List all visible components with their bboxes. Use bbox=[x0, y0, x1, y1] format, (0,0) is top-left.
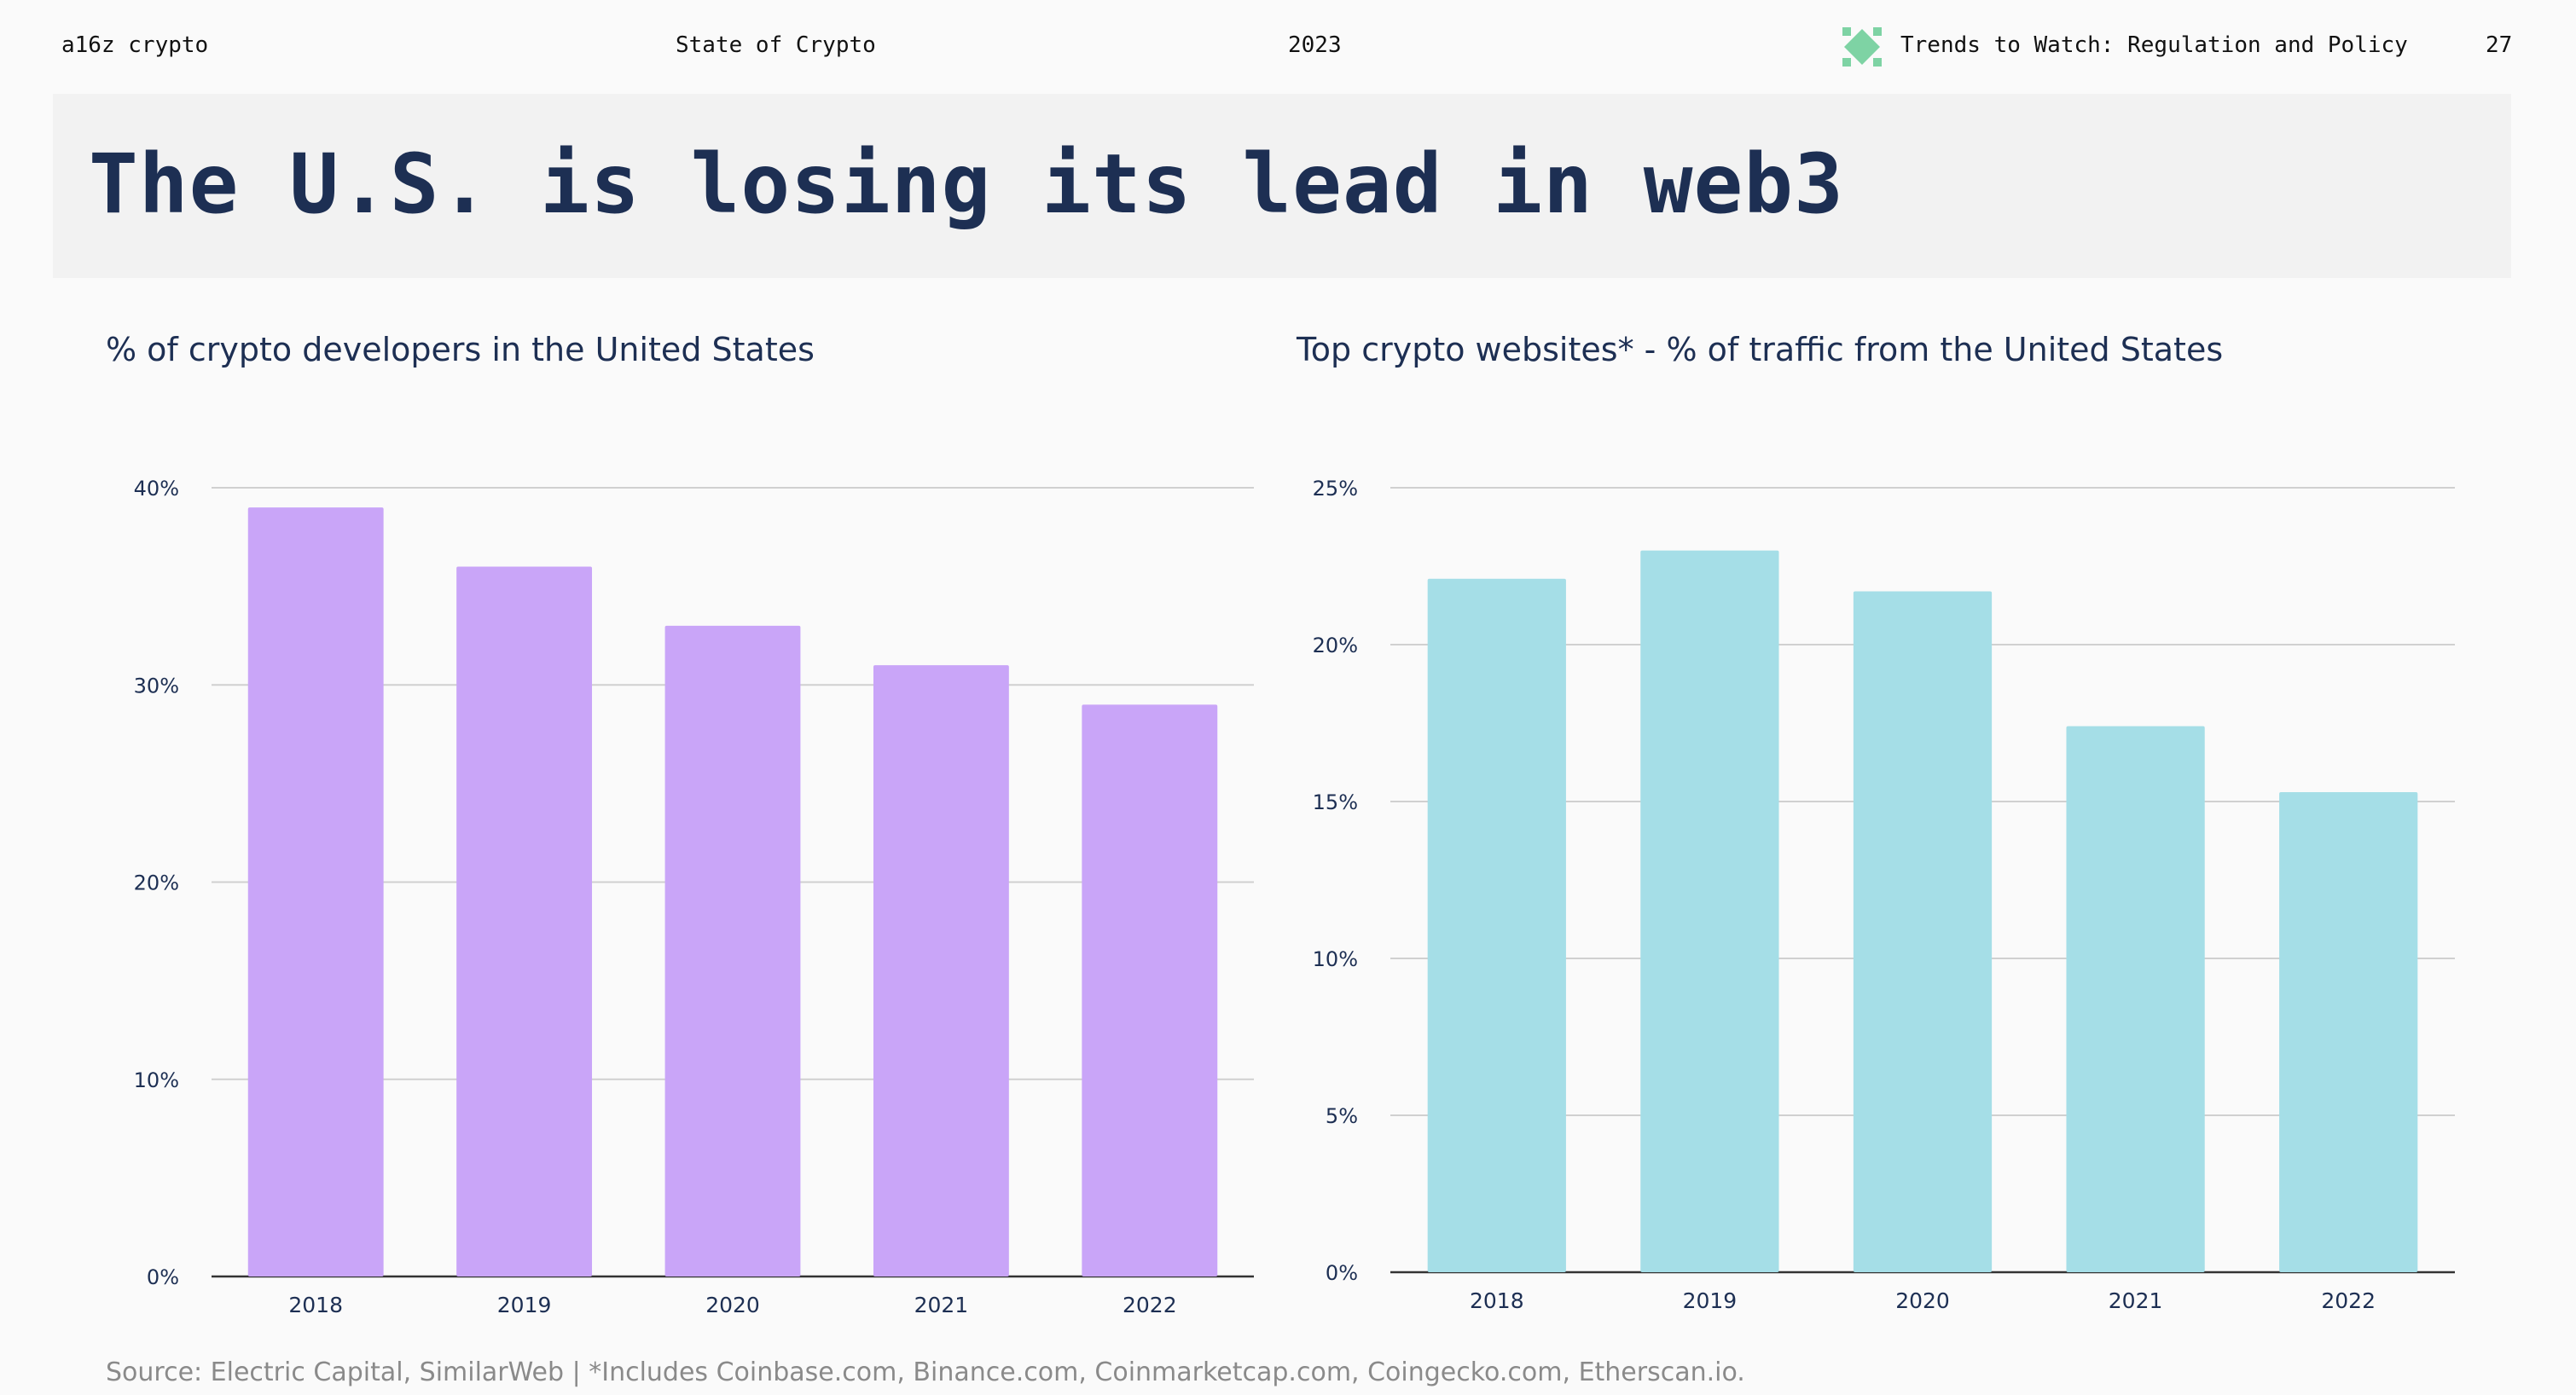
bar-2019 bbox=[456, 566, 593, 1276]
y-tick-label: 20% bbox=[1313, 634, 1358, 657]
y-tick-label: 20% bbox=[134, 871, 179, 895]
y-tick-label: 0% bbox=[1326, 1261, 1358, 1285]
bar-2020 bbox=[1853, 591, 1993, 1272]
y-tick-label: 0% bbox=[147, 1265, 179, 1289]
report-name: State of Crypto bbox=[676, 32, 876, 58]
x-tick-label: 2018 bbox=[1470, 1288, 1524, 1313]
report-year: 2023 bbox=[1288, 32, 1342, 58]
x-tick-label: 2022 bbox=[2321, 1288, 2376, 1313]
bar-2019 bbox=[1640, 550, 1779, 1272]
x-tick-label: 2020 bbox=[1895, 1288, 1950, 1313]
x-tick-label: 2019 bbox=[497, 1293, 552, 1317]
bar-2018 bbox=[1427, 578, 1566, 1272]
x-tick-label: 2018 bbox=[288, 1293, 343, 1317]
bar-2022 bbox=[1082, 704, 1218, 1276]
y-tick-label: 40% bbox=[134, 477, 179, 501]
developers-bar-chart: 0% 10% 20% 30% 40% 2018 2019 2020 2021 2022 bbox=[134, 477, 1254, 1317]
diamond-logo-icon bbox=[1842, 27, 1882, 67]
bar-2022 bbox=[2279, 791, 2418, 1272]
section-title: Trends to Watch: Regulation and Policy bbox=[1900, 32, 2408, 58]
x-tick-label: 2020 bbox=[705, 1293, 760, 1317]
bar-2021 bbox=[873, 665, 1009, 1276]
y-tick-label: 30% bbox=[134, 674, 179, 698]
bar-2018 bbox=[247, 507, 384, 1276]
brand-name: a16z crypto bbox=[61, 32, 209, 58]
y-tick-label: 10% bbox=[134, 1068, 179, 1092]
x-tick-label: 2021 bbox=[914, 1293, 969, 1317]
y-tick-label: 25% bbox=[1313, 477, 1358, 501]
bar-2020 bbox=[664, 625, 801, 1276]
x-tick-label: 2019 bbox=[1683, 1288, 1738, 1313]
bar-2021 bbox=[2066, 726, 2205, 1272]
page-number: 27 bbox=[2486, 32, 2513, 58]
source-note: Source: Electric Capital, SimilarWeb | *… bbox=[106, 1357, 1745, 1387]
chart-title-traffic: Top crypto websites* - % of traffic from… bbox=[1297, 331, 2224, 368]
page-title: The U.S. is losing its lead in web3 bbox=[89, 136, 1844, 232]
y-tick-label: 5% bbox=[1326, 1104, 1358, 1128]
y-tick-label: 15% bbox=[1313, 790, 1358, 814]
traffic-bar-chart: 0% 5% 10% 15% 20% 25% 2018 2019 2020 2021 2022 bbox=[1313, 477, 2455, 1313]
x-tick-label: 2021 bbox=[2109, 1288, 2163, 1313]
x-tick-label: 2022 bbox=[1123, 1293, 1177, 1317]
chart-title-developers: % of crypto developers in the United Sta… bbox=[106, 331, 815, 368]
title-band: The U.S. is losing its lead in web3 bbox=[53, 94, 2511, 278]
y-tick-label: 10% bbox=[1313, 947, 1358, 971]
page-header: a16z crypto State of Crypto 2023 Trends … bbox=[0, 0, 2576, 94]
